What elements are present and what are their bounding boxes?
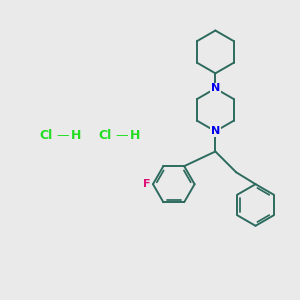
- Text: Cl: Cl: [39, 129, 52, 142]
- Text: H: H: [70, 129, 81, 142]
- Text: Cl: Cl: [99, 129, 112, 142]
- Text: —: —: [56, 129, 69, 142]
- Text: H: H: [130, 129, 140, 142]
- Text: N: N: [211, 126, 220, 136]
- Text: N: N: [211, 83, 220, 94]
- Text: —: —: [116, 129, 128, 142]
- Text: F: F: [143, 179, 150, 189]
